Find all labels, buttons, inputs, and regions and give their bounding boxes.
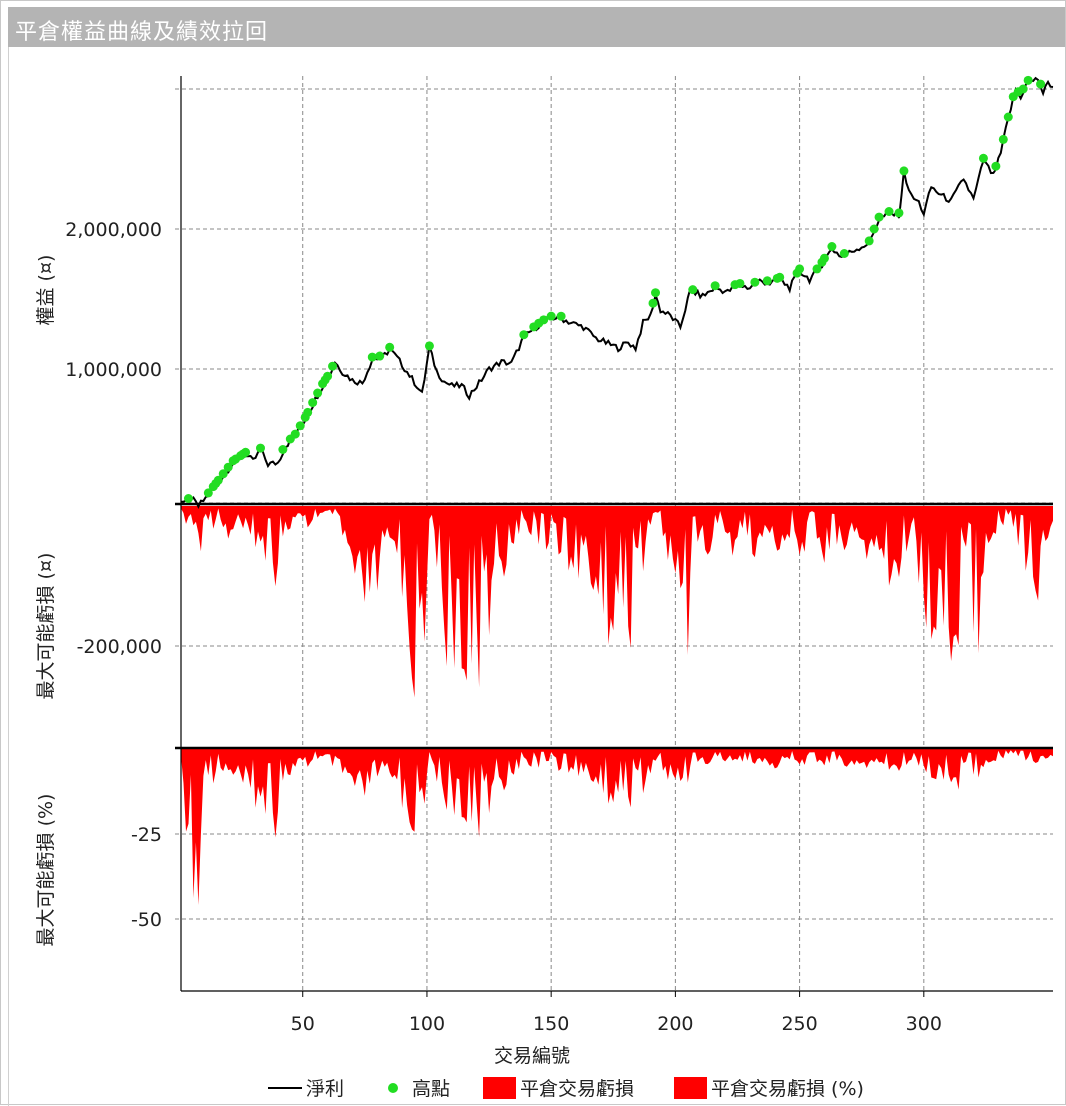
high-marker [1023, 75, 1033, 85]
y-axis-title-equity: 權益 (¤) [35, 255, 57, 326]
high-marker [899, 166, 909, 176]
high-marker [328, 361, 338, 371]
high-marker [839, 249, 849, 258]
high-marker [241, 447, 251, 457]
y-tick-label: 1,000,000 [65, 359, 162, 381]
high-marker [303, 407, 313, 417]
y-tick-label: -200,000 [77, 636, 162, 658]
x-tick-label: 300 [906, 1013, 942, 1035]
x-tick-label: 100 [409, 1013, 445, 1035]
high-marker [546, 311, 556, 321]
high-marker [203, 488, 213, 498]
high-marker [290, 429, 300, 439]
y-tick-label: -50 [131, 909, 162, 931]
legend-label-drawdown-abs: 平倉交易虧損 [520, 1078, 634, 1100]
y-axis-title-drawdown-abs: 最大可能虧損 (¤) [35, 553, 57, 700]
legend-marker-swatch [388, 1083, 398, 1093]
high-marker [762, 276, 772, 286]
high-marker [385, 342, 395, 352]
high-marker [308, 398, 318, 408]
high-marker [795, 264, 805, 274]
high-marker [278, 445, 288, 454]
y-axis-title-drawdown-pct: 最大可能虧損 (%) [35, 794, 57, 947]
high-marker [223, 462, 233, 472]
y-tick-label: -25 [131, 824, 162, 846]
high-marker [651, 288, 661, 298]
high-marker [556, 311, 566, 321]
high-marker [218, 469, 228, 479]
x-tick-label: 150 [533, 1013, 569, 1035]
x-tick-label: 200 [657, 1013, 693, 1035]
high-marker [539, 315, 549, 325]
high-marker [183, 494, 193, 503]
net-profit-line [180, 76, 1054, 510]
x-tick-label: 50 [291, 1013, 315, 1035]
high-marker [869, 224, 879, 234]
drawdown-pct-area [181, 749, 1053, 905]
high-marker [367, 352, 377, 362]
legend-area-swatch [674, 1077, 707, 1099]
high-marker [864, 236, 874, 246]
high-marker [424, 341, 434, 351]
x-axis-title: 交易編號 [494, 1045, 570, 1067]
x-tick-label: 250 [781, 1013, 817, 1035]
high-marker [998, 134, 1008, 144]
drawdown-abs-area [181, 506, 1053, 698]
legend-label-net-profit: 淨利 [306, 1078, 344, 1100]
legend-label-drawdown-pct: 平倉交易虧損 (%) [711, 1078, 864, 1100]
high-marker [1003, 112, 1013, 122]
high-marker [991, 161, 1001, 171]
high-marker [688, 285, 698, 295]
high-marker [775, 272, 785, 282]
high-marker [750, 277, 760, 287]
legend [268, 1077, 707, 1099]
high-marker [255, 443, 265, 453]
y-tick-label: 2,000,000 [65, 219, 162, 241]
window-left-border [8, 47, 9, 1106]
high-marker [1036, 79, 1046, 89]
high-marker [812, 264, 822, 274]
high-marker [213, 475, 223, 485]
legend-area-swatch [483, 1077, 516, 1099]
title-bar: 平倉權益曲線及績效拉回 [8, 7, 1065, 47]
high-marker [519, 330, 529, 340]
high-marker [323, 371, 333, 381]
high-marker [1018, 84, 1028, 94]
high-markers [183, 75, 1046, 503]
high-marker [313, 388, 323, 398]
high-marker [710, 281, 720, 291]
axes [175, 76, 1053, 997]
high-marker [894, 208, 904, 218]
legend-label-high: 高點 [412, 1078, 450, 1100]
window-title: 平倉權益曲線及績效拉回 [15, 20, 269, 45]
high-marker [735, 278, 745, 288]
high-marker [375, 351, 385, 361]
high-marker [295, 421, 305, 431]
high-marker [884, 207, 894, 216]
high-marker [874, 212, 884, 222]
high-marker [978, 153, 988, 163]
high-marker [827, 242, 837, 251]
high-marker [648, 298, 658, 308]
high-marker [819, 253, 829, 263]
